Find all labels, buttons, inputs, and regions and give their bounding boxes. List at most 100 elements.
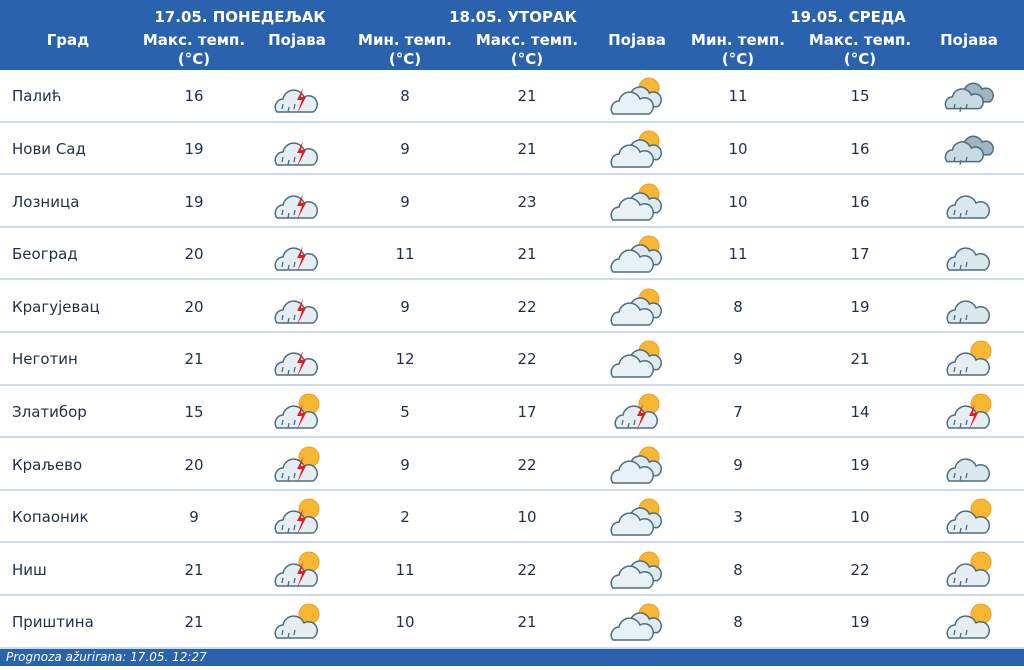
weather-icon bbox=[946, 498, 992, 534]
header-day: 17.05. ПОНЕДЕЉАК bbox=[154, 8, 326, 26]
weather-icon bbox=[946, 194, 990, 219]
temperature: 11 bbox=[395, 245, 415, 264]
temperature: 22 bbox=[517, 560, 537, 579]
temperature: 21 bbox=[850, 350, 870, 369]
row-separator bbox=[0, 383, 1024, 386]
temperature: 22 bbox=[517, 455, 537, 474]
row-separator bbox=[0, 120, 1024, 123]
temperature: 8 bbox=[733, 613, 743, 632]
temperature: 10 bbox=[395, 613, 415, 632]
temperature: 17 bbox=[517, 402, 537, 421]
temperature: 16 bbox=[184, 87, 204, 106]
weather-icon bbox=[610, 551, 662, 589]
header-unit: (°C) bbox=[721, 50, 755, 68]
city-name: Неготин bbox=[12, 350, 78, 369]
weather-icon bbox=[946, 393, 992, 430]
temperature: 10 bbox=[517, 508, 537, 527]
weather-icon bbox=[946, 247, 990, 271]
temperature: 7 bbox=[733, 402, 743, 421]
temperature: 23 bbox=[517, 192, 537, 211]
weather-icon bbox=[274, 551, 320, 588]
footer: Prognoza ažurirana: 17.05. 12:27 bbox=[0, 649, 1024, 666]
city-name: Приштина bbox=[12, 613, 94, 632]
temperature: 9 bbox=[733, 350, 743, 369]
weather-icon bbox=[274, 140, 318, 167]
temperature: 22 bbox=[517, 350, 537, 369]
temperature: 19 bbox=[850, 613, 870, 632]
city-name: Нови Сад bbox=[12, 139, 86, 158]
weather-icon bbox=[610, 498, 662, 536]
temperature: 22 bbox=[517, 297, 537, 316]
temperature: 9 bbox=[400, 297, 410, 316]
weather-icon bbox=[274, 246, 318, 273]
weather-icon bbox=[944, 82, 994, 113]
weather-icon bbox=[946, 300, 990, 324]
temperature: 21 bbox=[184, 350, 204, 369]
temperature: 11 bbox=[395, 560, 415, 579]
row-separator bbox=[0, 331, 1024, 333]
temperature: 19 bbox=[850, 455, 870, 474]
table-header bbox=[0, 0, 1024, 70]
temperature: 9 bbox=[400, 192, 410, 211]
temperature: 14 bbox=[850, 402, 870, 421]
header-column: Макс. темп. bbox=[808, 31, 912, 49]
city-name: Београд bbox=[12, 245, 78, 264]
temperature: 21 bbox=[517, 87, 537, 106]
temperature: 3 bbox=[733, 508, 743, 527]
temperature: 21 bbox=[517, 139, 537, 158]
weather-icon bbox=[610, 288, 662, 326]
row-separator bbox=[0, 278, 1024, 281]
weather-icon bbox=[610, 77, 662, 116]
temperature: 16 bbox=[850, 139, 870, 158]
header-column: Мин. темп. bbox=[691, 31, 785, 49]
temperature: 15 bbox=[184, 402, 204, 421]
temperature: 20 bbox=[184, 455, 204, 474]
weather-icon bbox=[610, 130, 662, 168]
weather-icon bbox=[946, 340, 992, 377]
temperature: 12 bbox=[395, 350, 415, 369]
weather-icon bbox=[610, 183, 662, 221]
header-unit: (°C) bbox=[177, 50, 211, 68]
weather-icon bbox=[610, 446, 662, 484]
row-separator bbox=[0, 436, 1024, 439]
city-name: Крагујевац bbox=[12, 297, 100, 316]
temperature: 9 bbox=[400, 455, 410, 474]
temperature: 19 bbox=[184, 139, 204, 158]
header-unit: (°C) bbox=[843, 50, 877, 68]
weather-icon bbox=[274, 498, 320, 536]
temperature: 10 bbox=[728, 192, 748, 211]
weather-icon bbox=[274, 88, 318, 115]
temperature: 21 bbox=[184, 613, 204, 632]
header-column: Макс. темп. bbox=[475, 31, 579, 49]
weather-icon bbox=[274, 603, 320, 640]
temperature: 5 bbox=[400, 402, 410, 421]
row-separator bbox=[0, 541, 1024, 544]
weather-icon bbox=[274, 193, 318, 220]
header-column: Појава bbox=[940, 31, 998, 49]
header-day: 18.05. УТОРАК bbox=[449, 8, 577, 26]
header-column: Појава bbox=[608, 31, 666, 49]
row-separator bbox=[0, 173, 1024, 176]
header-column: Појава bbox=[268, 31, 326, 49]
weather-icon bbox=[946, 551, 992, 587]
header-column: Мин. темп. bbox=[358, 31, 452, 49]
temperature: 20 bbox=[184, 245, 204, 264]
city-name: Лозница bbox=[12, 192, 80, 211]
header-day: 19.05. СРЕДА bbox=[790, 8, 906, 26]
weather-icon bbox=[614, 393, 660, 430]
temperature: 8 bbox=[400, 87, 410, 106]
city-name: Копаоник bbox=[12, 508, 89, 527]
weather-icon bbox=[274, 393, 320, 430]
temperature: 21 bbox=[184, 560, 204, 579]
city-name: Палић bbox=[12, 87, 62, 106]
row-separator bbox=[0, 646, 1024, 649]
weather-icon bbox=[946, 457, 990, 482]
weather-icon bbox=[610, 603, 662, 642]
temperature: 8 bbox=[733, 297, 743, 316]
city-name: Златибор bbox=[12, 402, 87, 421]
row-separator bbox=[0, 594, 1024, 596]
city-name: Ниш bbox=[12, 560, 47, 579]
weather-icon bbox=[274, 351, 318, 378]
header-unit: (°C) bbox=[510, 50, 544, 68]
temperature: 19 bbox=[850, 297, 870, 316]
